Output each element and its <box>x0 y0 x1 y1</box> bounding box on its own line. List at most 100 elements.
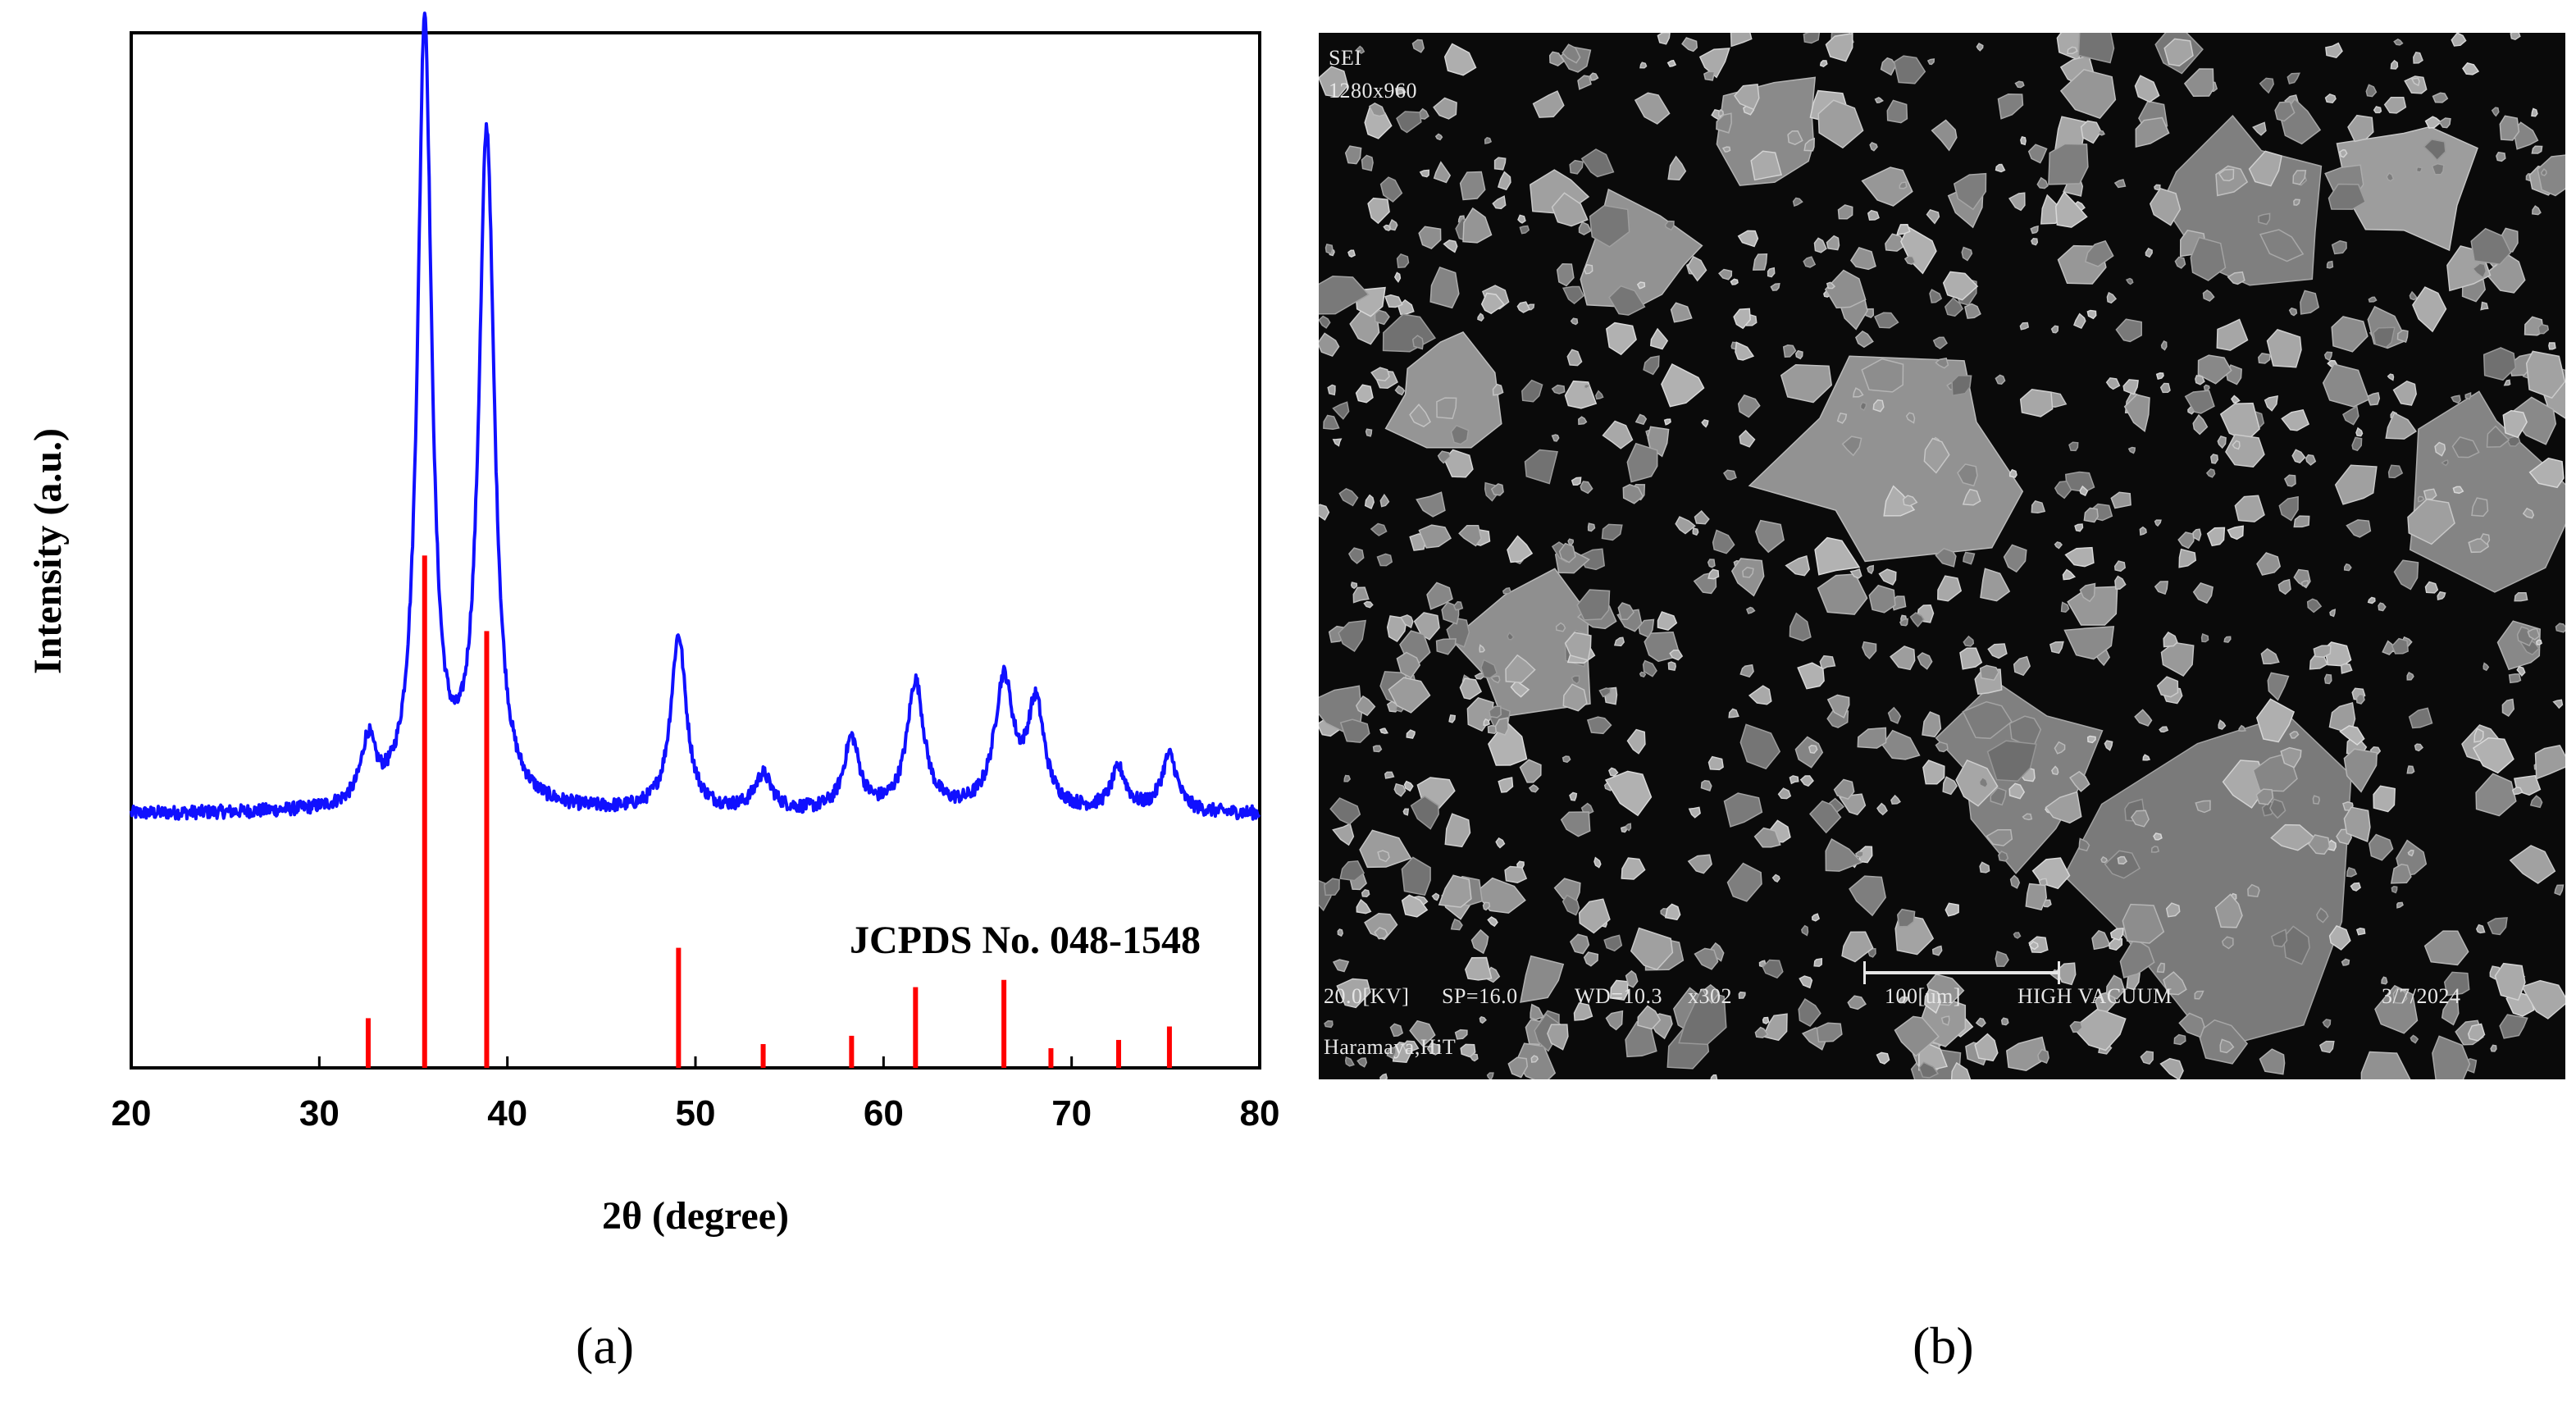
sem-particle <box>2432 1035 2471 1079</box>
sem-particle <box>1433 97 1457 120</box>
sem-particle <box>1752 253 1768 271</box>
sem-particle <box>2153 832 2163 841</box>
sem-particle <box>1336 978 1371 1009</box>
sem-particle <box>2205 468 2216 478</box>
sem-particle <box>2540 167 2547 176</box>
sem-particle <box>1379 1073 1388 1079</box>
sem-particle <box>1433 161 1452 184</box>
xrd-pattern-line <box>130 11 1261 821</box>
sem-particle <box>1338 487 1359 507</box>
sem-particle <box>2386 172 2395 182</box>
sem-particle <box>2293 515 2310 528</box>
sem-particle <box>2329 609 2337 618</box>
sem-particle <box>2382 640 2396 655</box>
sem-particle <box>2373 785 2396 813</box>
sem-particle <box>2451 395 2461 404</box>
sem-particle <box>1657 611 1678 631</box>
sem-particle <box>2350 882 2361 892</box>
sem-particle <box>2490 1044 2497 1052</box>
sem-particle <box>1377 850 1390 863</box>
sem-particle <box>1728 708 1739 718</box>
sem-particle <box>1470 928 1489 955</box>
sem-particle <box>2194 990 2204 1000</box>
sem-particle <box>1849 247 1876 271</box>
sem-particle <box>1710 1074 1718 1079</box>
sem-particle <box>1364 494 1375 510</box>
reference-bar <box>1048 1048 1054 1068</box>
sem-particle <box>1379 493 1390 508</box>
sem-particle <box>2367 596 2376 604</box>
sem-particle <box>2392 988 2408 1005</box>
sem-particle <box>1670 302 1693 323</box>
sem-particle <box>1909 612 1925 628</box>
reference-bar <box>849 1035 855 1068</box>
sem-particle <box>2013 932 2022 939</box>
sem-particle <box>2325 42 2343 59</box>
sem-particle <box>1486 1072 1494 1079</box>
sem-particle <box>1811 913 1820 922</box>
sem-footer-date: 3/7/2024 <box>2382 984 2461 1008</box>
sem-particle <box>1664 903 1681 921</box>
sem-particle <box>2163 632 2178 648</box>
sem-particle <box>1951 374 1972 397</box>
sem-particle <box>1396 111 1422 134</box>
sem-particle <box>2487 917 2508 936</box>
sem-particle <box>2548 342 2556 350</box>
sem-particle <box>1566 349 1583 367</box>
sem-particle <box>1576 589 1611 621</box>
sem-particle <box>1464 956 1493 981</box>
sem-particle <box>1799 975 1813 989</box>
sem-particle <box>1894 1015 1940 1057</box>
sem-particle <box>2115 318 2142 343</box>
sem-particle <box>1374 927 1388 940</box>
sem-particle <box>2119 937 2155 978</box>
x-tick-label: 60 <box>864 1093 904 1133</box>
sem-particle <box>1502 586 1511 595</box>
sem-particle <box>2054 541 2063 550</box>
sem-particle <box>1426 582 1453 610</box>
sem-particle <box>2019 322 2030 331</box>
sem-particle <box>2020 136 2027 146</box>
sem-particle <box>1394 385 1406 396</box>
sem-particle <box>1562 683 1588 712</box>
sem-particle <box>1733 308 1751 330</box>
sem-particle <box>1737 394 1761 418</box>
sem-particle <box>1488 705 1502 718</box>
sem-particle <box>2286 72 2300 84</box>
sem-particle <box>2068 441 2079 452</box>
sem-particle <box>1519 759 1542 783</box>
sem-particle <box>1878 568 1897 586</box>
sem-particle <box>1402 1040 1420 1052</box>
sem-particle <box>2393 559 2419 591</box>
sem-particle <box>1524 449 1558 485</box>
sem-particle <box>1924 988 1942 1015</box>
sem-particle <box>2123 394 2150 433</box>
sem-particle <box>1347 547 1365 564</box>
sem-particle <box>1899 618 1909 627</box>
sem-particle <box>2514 591 2528 602</box>
sem-particle <box>1980 568 2011 602</box>
sem-particle <box>1782 344 1797 358</box>
reference-bar <box>913 987 919 1068</box>
sem-particle <box>2259 229 2305 262</box>
sem-particle <box>1937 575 1963 602</box>
sem-particle <box>2291 449 2306 464</box>
sem-particle <box>2149 187 2182 226</box>
sem-particle <box>1594 390 1604 400</box>
sem-particle <box>1745 606 1756 614</box>
sem-particle <box>2508 673 2522 684</box>
sem-particle <box>1393 271 1402 283</box>
sem-particle <box>1323 414 1340 431</box>
sem-particle <box>1383 224 1392 231</box>
sem-footer-mode: HIGH VACUUM <box>2017 984 2173 1008</box>
sem-particle <box>2063 626 2115 660</box>
sem-particle <box>1337 928 1343 937</box>
sem-particle <box>2178 1012 2205 1038</box>
sem-particle <box>2424 581 2439 594</box>
sem-particle <box>1931 119 1958 152</box>
sem-particle <box>2003 544 2027 573</box>
sem-particle <box>2190 236 2227 281</box>
sem-particle <box>1437 450 1452 464</box>
sem-particle <box>2192 413 2209 436</box>
sem-particle <box>1573 1001 1593 1021</box>
